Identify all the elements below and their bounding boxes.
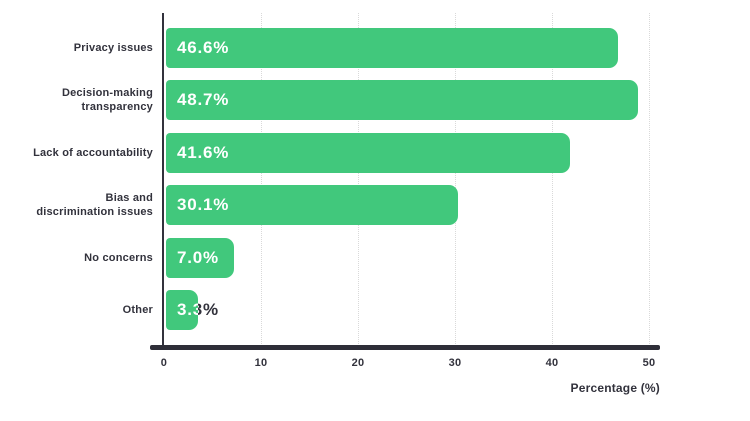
bar-value-label: 7.0%	[177, 247, 219, 267]
bar-row: 41.6%41.6%	[164, 132, 647, 173]
category-label-line: Other	[122, 304, 153, 316]
plot-area: 46.6%46.6% 48.7%48.7% 41.6%41.6% 30.1%30.1%…	[162, 13, 650, 348]
bar-row: 30.1%30.1%	[164, 185, 647, 226]
x-tick-label: 50	[642, 357, 656, 369]
bar-value-label: 46.6%	[177, 38, 230, 57]
bar: 7.0%	[166, 237, 234, 278]
bar-value-label: 3.3%	[177, 300, 198, 319]
x-tick-label: 20	[351, 357, 365, 369]
category-label: Decision-making transparency	[0, 80, 153, 120]
x-tick-label: 40	[545, 357, 559, 369]
bar-value-label: 30.1%	[177, 195, 230, 215]
category-labels-column: Privacy issues Decision-making transparenc…	[0, 13, 153, 348]
x-tick-label: 10	[254, 357, 268, 369]
category-label: Privacy issues	[0, 28, 153, 68]
category-label-line: Lack of accountability	[33, 146, 153, 159]
category-label: Bias and discrimination issues	[0, 185, 153, 225]
bar: 3.3%	[166, 290, 198, 330]
gridline	[455, 13, 456, 348]
x-axis-line	[150, 345, 660, 350]
x-axis-title: Percentage (%)	[570, 381, 660, 395]
category-label-line: Bias and	[105, 192, 153, 205]
category-label-line: transparency	[81, 101, 153, 114]
gridline	[261, 13, 262, 348]
bar-row: 7.0%7.0%	[164, 237, 647, 278]
category-label: Lack of accountability	[0, 133, 153, 173]
category-label-line: Privacy issues	[73, 42, 153, 54]
bar-row: 46.6%46.6%	[164, 28, 647, 68]
bar-row: 3.3%3.3%	[164, 290, 647, 330]
gridline	[649, 13, 650, 348]
gridline	[358, 13, 359, 348]
category-label-line: discrimination issues	[36, 206, 153, 219]
bar: 41.6%	[166, 132, 570, 173]
x-tick-label: 30	[448, 357, 462, 369]
bar-row: 48.7%48.7%	[164, 80, 647, 121]
category-label: Other	[0, 290, 153, 330]
x-tick-label: 0	[160, 357, 168, 369]
bar-value-label: 48.7%	[177, 90, 230, 110]
category-label-line: No concerns	[84, 251, 153, 264]
bar: 46.6%	[166, 28, 619, 68]
gridline	[552, 13, 553, 348]
bar: 30.1%	[166, 185, 458, 226]
bar: 48.7%	[166, 80, 639, 121]
category-label: No concerns	[0, 238, 153, 278]
bar-value-label: 41.6%	[177, 142, 230, 162]
x-tick-row: 0 10 20 30 40 50	[0, 357, 750, 371]
category-label-line: Decision-making	[61, 87, 153, 100]
